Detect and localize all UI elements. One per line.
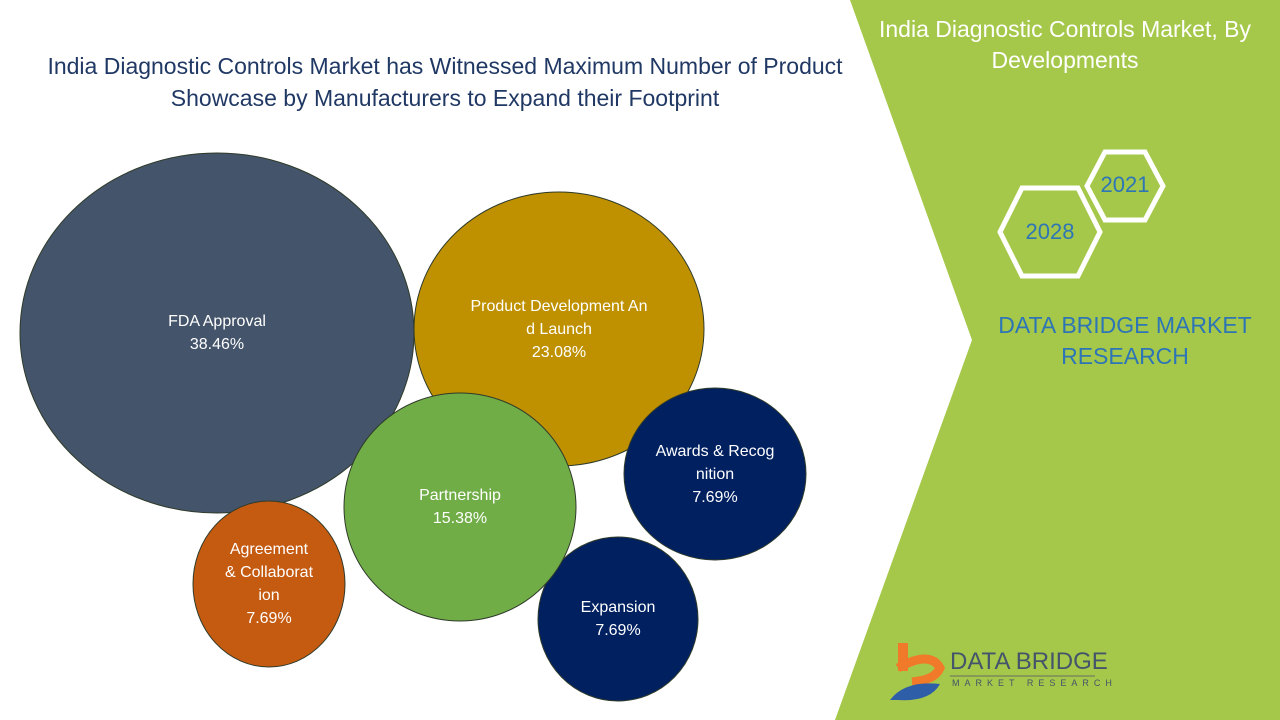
bubble-name: Product Development And Launch bbox=[470, 297, 648, 338]
bubble-value: 7.69% bbox=[595, 622, 641, 639]
hexagon-2021 bbox=[1084, 149, 1166, 223]
bubble-label: Product Development And Launch 23.08% bbox=[469, 295, 649, 364]
bubble-label: Expansion 7.69% bbox=[558, 596, 678, 642]
year-2028: 2028 bbox=[1025, 219, 1075, 244]
chart-title: India Diagnostic Controls Market has Wit… bbox=[47, 53, 843, 111]
bubble-3 bbox=[623, 387, 807, 561]
bubble-name: Expansion bbox=[580, 599, 656, 616]
bubble-value: 7.69% bbox=[692, 488, 738, 506]
bubble-2 bbox=[343, 392, 577, 622]
brand-text: DATA BRIDGE MARKET RESEARCH bbox=[998, 312, 1252, 369]
bubble-label: Partnership 15.38% bbox=[380, 484, 540, 530]
logo-subtext: MARKET RESEARCH bbox=[952, 678, 1117, 688]
bubble-value: 7.69% bbox=[246, 610, 292, 627]
bubble-name: FDA Approval bbox=[168, 313, 266, 330]
side-title: India Diagnostic Controls Market, By Dev… bbox=[879, 16, 1251, 73]
logo-text: DATA BRIDGE bbox=[950, 648, 1108, 675]
logo-icon bbox=[890, 643, 1095, 701]
bubble-value: 23.08% bbox=[531, 343, 587, 361]
hexagon-2028 bbox=[997, 185, 1103, 279]
bubble-label: FDA Approval 38.46% bbox=[147, 310, 287, 356]
bubble-label: Awards & Recognition 7.69% bbox=[655, 440, 775, 509]
green-panel bbox=[835, 0, 1280, 720]
bubble-value: 38.46% bbox=[189, 336, 245, 353]
bubble-name: Partnership bbox=[419, 487, 501, 504]
bubble-5 bbox=[537, 536, 699, 702]
bubble-4 bbox=[192, 500, 346, 668]
year-2021: 2021 bbox=[1100, 172, 1150, 197]
bubble-value: 15.38% bbox=[432, 510, 488, 527]
bubble-name: Agreement & Collaboration bbox=[224, 541, 314, 604]
bubble-label: Agreement & Collaboration 7.69% bbox=[224, 538, 314, 630]
bubble-name: Awards & Recognition bbox=[655, 442, 775, 483]
